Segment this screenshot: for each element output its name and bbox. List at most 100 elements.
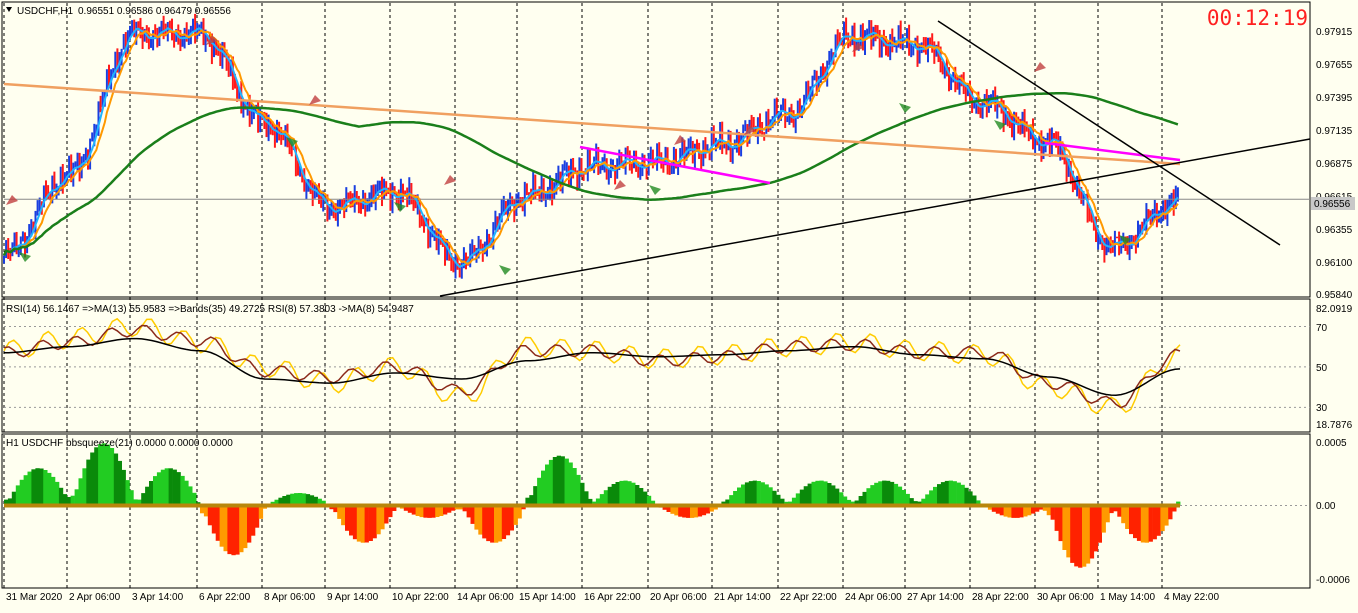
price-label: 0.96875 (1316, 159, 1353, 170)
squeeze-bar (156, 472, 162, 506)
support-trend-line (439, 138, 1311, 297)
squeeze-bar (603, 490, 609, 506)
rsi-axis: 82.0919 70 50 30 18.7876 (1316, 304, 1353, 431)
squeeze-bar (1078, 505, 1083, 568)
squeeze-bar (164, 468, 169, 506)
squeeze-bar (995, 505, 1001, 514)
rsi-axis-label: 18.7876 (1316, 420, 1353, 431)
squeeze-bar (846, 499, 852, 506)
squeeze-bar (172, 469, 177, 506)
rsi-axis-label: 70 (1316, 323, 1328, 334)
price-label: 0.97135 (1316, 126, 1353, 137)
price-label: 0.96355 (1316, 225, 1353, 236)
candle-countdown-timer: 00:12:19 (1206, 6, 1308, 30)
squeeze-bar (443, 505, 448, 515)
squeeze-bar (19, 479, 24, 506)
squeeze-bar (317, 498, 322, 506)
squeeze-bar (760, 482, 765, 506)
squeeze-bar (1019, 505, 1024, 518)
squeeze-bar (474, 505, 479, 530)
squeeze-bar (870, 485, 875, 506)
rsi-panel-frame (1, 298, 1311, 433)
time-label: 30 Apr 06:00 (1037, 592, 1094, 603)
squeeze-bar (43, 470, 48, 506)
squeeze-bar (545, 464, 550, 506)
salmon-trend-line (3, 82, 1181, 166)
squeeze-bar (1148, 505, 1153, 542)
squeeze-bar (1152, 505, 1157, 540)
squeeze-bar (1168, 505, 1173, 520)
squeeze-bar (39, 468, 44, 506)
squeeze-bar (572, 468, 577, 506)
squeeze-bar (435, 505, 440, 517)
squeeze-bar (372, 505, 377, 539)
buy-arrow-icon (649, 185, 661, 195)
time-label: 2 Apr 06:00 (69, 592, 121, 603)
price-label: 0.97395 (1316, 93, 1353, 104)
squeeze-bar (137, 499, 142, 506)
squeeze-bar (674, 505, 679, 516)
sell-arrow-icon (852, 42, 864, 52)
squeeze-bar (352, 505, 358, 540)
squeeze-bar (153, 476, 158, 506)
triangle-down-icon[interactable] (6, 7, 12, 12)
squeeze-bar (411, 505, 416, 515)
squeeze-bar (1042, 505, 1048, 511)
squeeze-bar (560, 456, 565, 506)
squeeze-bar (360, 505, 365, 543)
squeeze-bar (1011, 505, 1016, 518)
squeeze-bar (447, 505, 452, 513)
squeeze-bar (752, 480, 757, 506)
squeeze-bar (376, 505, 381, 535)
rsi-line (3, 324, 1181, 409)
squeeze-bar (815, 480, 820, 506)
squeeze-bar (505, 505, 511, 536)
squeeze-bar (407, 505, 413, 513)
squeeze-bar (1007, 505, 1012, 518)
squeeze-bar (78, 478, 83, 506)
squeeze-bar (235, 505, 240, 555)
squeeze-bar (1101, 505, 1106, 533)
squeeze-bar (646, 495, 652, 506)
squeeze-bar (1125, 505, 1130, 529)
squeeze-bar (956, 482, 961, 506)
squeeze-bar (1074, 505, 1079, 567)
magenta-trend-line (1044, 141, 1181, 162)
squeeze-bar (552, 457, 558, 506)
squeeze-bar (31, 469, 36, 506)
squeeze-bar (631, 482, 636, 506)
squeeze-bar (737, 487, 742, 506)
time-label: 4 May 22:00 (1164, 592, 1219, 603)
time-label: 27 Apr 14:00 (907, 592, 964, 603)
buy-arrow-icon (1119, 235, 1131, 245)
time-label: 20 Apr 06:00 (650, 592, 707, 603)
squeeze-bar (537, 477, 542, 506)
squeeze-bar (290, 493, 295, 506)
squeeze-bar (356, 505, 362, 542)
squeeze-bar (450, 505, 456, 511)
squeeze-bar (4, 499, 9, 506)
squeeze-bar (799, 489, 805, 506)
squeeze-bar (909, 498, 914, 506)
squeeze-bar (431, 505, 436, 518)
buy-arrow-icon (499, 265, 511, 275)
squeeze-bar (341, 505, 346, 526)
squeeze-bar (678, 505, 683, 517)
sell-arrow-icon (444, 175, 456, 185)
squeeze-bar (1050, 505, 1055, 520)
squeeze-bar (933, 486, 938, 506)
squeeze-bar (556, 455, 561, 506)
squeeze-bar (615, 482, 620, 506)
squeeze-bar (1066, 505, 1071, 558)
squeeze-bar (439, 505, 444, 516)
squeeze-bar (541, 470, 546, 506)
squeeze-bar (921, 498, 926, 506)
squeeze-bar (1133, 505, 1138, 539)
squeeze-bar (309, 495, 315, 506)
squeeze-bar (66, 497, 71, 506)
squeeze-bar (607, 486, 612, 506)
squeeze-bar (748, 481, 754, 506)
squeeze-bar (90, 452, 95, 506)
